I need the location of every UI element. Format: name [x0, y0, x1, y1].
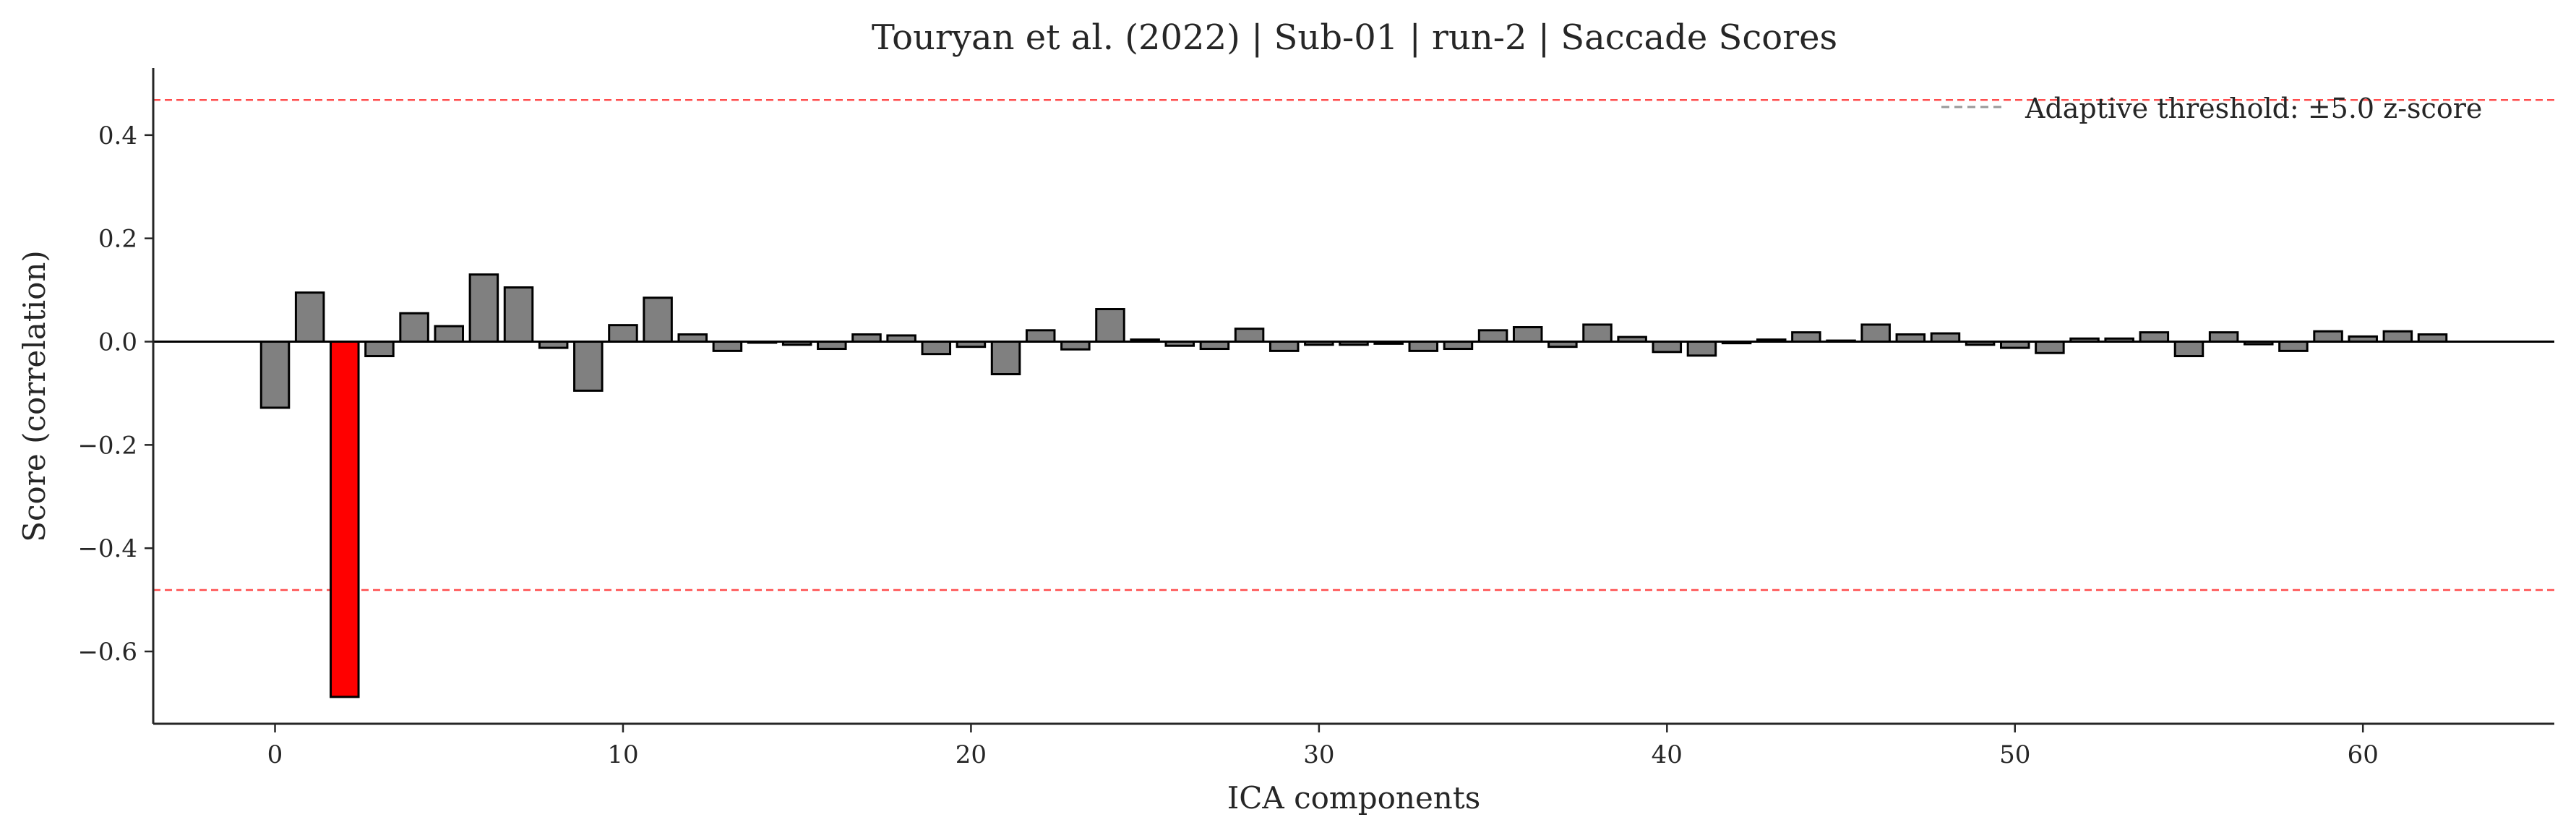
bar — [1860, 323, 1891, 343]
bar — [990, 341, 1021, 376]
bar — [1512, 326, 1543, 343]
y-tick-label: −0.2 — [77, 431, 137, 460]
bar — [1791, 331, 1821, 343]
bar — [1582, 323, 1613, 343]
bar — [399, 312, 429, 343]
y-ticks: −0.6 −0.4 −0.2 0.0 0.2 0.4 — [77, 121, 153, 667]
y-tick-label: −0.4 — [77, 534, 137, 563]
bar — [1095, 308, 1125, 343]
y-tick-label: −0.6 — [77, 638, 137, 667]
x-tick-label: 60 — [2348, 740, 2379, 769]
bar — [2382, 330, 2413, 343]
y-tick-label: 0.4 — [98, 121, 137, 150]
x-tick-label: 0 — [267, 740, 283, 769]
bar — [503, 286, 534, 343]
bar — [921, 341, 952, 356]
bar — [2208, 331, 2239, 343]
bar — [1477, 329, 1508, 343]
bar — [1268, 341, 1300, 352]
bar — [434, 325, 464, 343]
x-axis-label: ICA components — [1227, 780, 1481, 816]
bar — [294, 291, 325, 343]
bar — [643, 296, 673, 343]
legend: Adaptive threshold: ±5.0 z-score — [1941, 93, 2482, 124]
y-tick-label: 0.2 — [98, 225, 137, 254]
x-tick-label: 30 — [1303, 740, 1334, 769]
bar — [2313, 330, 2343, 343]
bar — [608, 324, 638, 343]
x-ticks: 0 10 20 30 40 50 60 — [267, 724, 2379, 769]
x-tick-label: 40 — [1652, 740, 1683, 769]
bar — [1686, 341, 1717, 357]
bar — [2139, 331, 2170, 343]
bar — [364, 341, 395, 358]
bar — [1060, 341, 1091, 351]
bar — [2173, 341, 2204, 358]
bar — [1930, 332, 1961, 343]
y-tick-label: 0.0 — [98, 328, 137, 357]
bar — [1408, 341, 1439, 352]
bar-excluded — [330, 341, 360, 698]
x-tick-label: 50 — [1999, 740, 2030, 769]
bar — [259, 341, 291, 409]
bar — [1652, 341, 1683, 354]
bar — [468, 273, 499, 343]
bar — [712, 341, 743, 352]
bar — [2035, 341, 2065, 354]
bar — [2278, 341, 2309, 352]
x-tick-label: 10 — [607, 740, 638, 769]
y-axis-label: Score (correlation) — [17, 250, 52, 542]
bar — [573, 341, 604, 392]
legend-threshold-label: Adaptive threshold: ±5.0 z-score — [2025, 93, 2482, 124]
plot-area — [153, 99, 2554, 698]
x-tick-label: 20 — [956, 740, 987, 769]
bar — [1025, 329, 1056, 343]
bar — [1234, 328, 1265, 343]
chart-title: Touryan et al. (2022) | Sub-01 | run-2 |… — [872, 17, 1837, 58]
